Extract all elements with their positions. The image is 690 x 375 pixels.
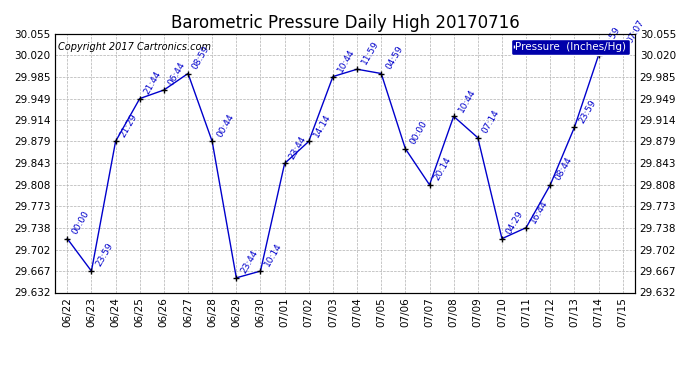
Text: Copyright 2017 Cartronics.com: Copyright 2017 Cartronics.com [58,42,211,51]
Text: 08:59: 08:59 [191,44,212,71]
Text: 07:07: 07:07 [626,18,647,45]
Title: Barometric Pressure Daily High 20170716: Barometric Pressure Daily High 20170716 [170,14,520,32]
Text: 23:44: 23:44 [288,134,308,160]
Text: 04:29: 04:29 [505,209,525,236]
Text: 10:14: 10:14 [264,242,284,268]
Text: 23:44: 23:44 [239,249,259,275]
Text: 11:59: 11:59 [360,39,381,66]
Text: 23:59: 23:59 [602,26,622,53]
Text: 06:44: 06:44 [167,60,187,87]
Text: 21:44: 21:44 [143,69,163,96]
Text: 14:14: 14:14 [312,112,332,139]
Text: 23:59: 23:59 [95,242,115,268]
Text: 21:29: 21:29 [119,112,139,139]
Text: 00:44: 00:44 [215,112,235,139]
Text: 20:14: 20:14 [433,155,453,182]
Text: 10:44: 10:44 [457,87,477,114]
Text: 08:44: 08:44 [553,155,573,182]
Text: 16:44: 16:44 [529,198,549,225]
Legend: Pressure  (Inches/Hg): Pressure (Inches/Hg) [511,39,629,55]
Text: 04:59: 04:59 [384,44,404,71]
Text: 23:59: 23:59 [578,98,598,124]
Text: 10:44: 10:44 [336,47,356,74]
Text: 07:14: 07:14 [481,108,501,135]
Text: 00:00: 00:00 [70,209,91,236]
Text: 00:00: 00:00 [408,119,429,146]
